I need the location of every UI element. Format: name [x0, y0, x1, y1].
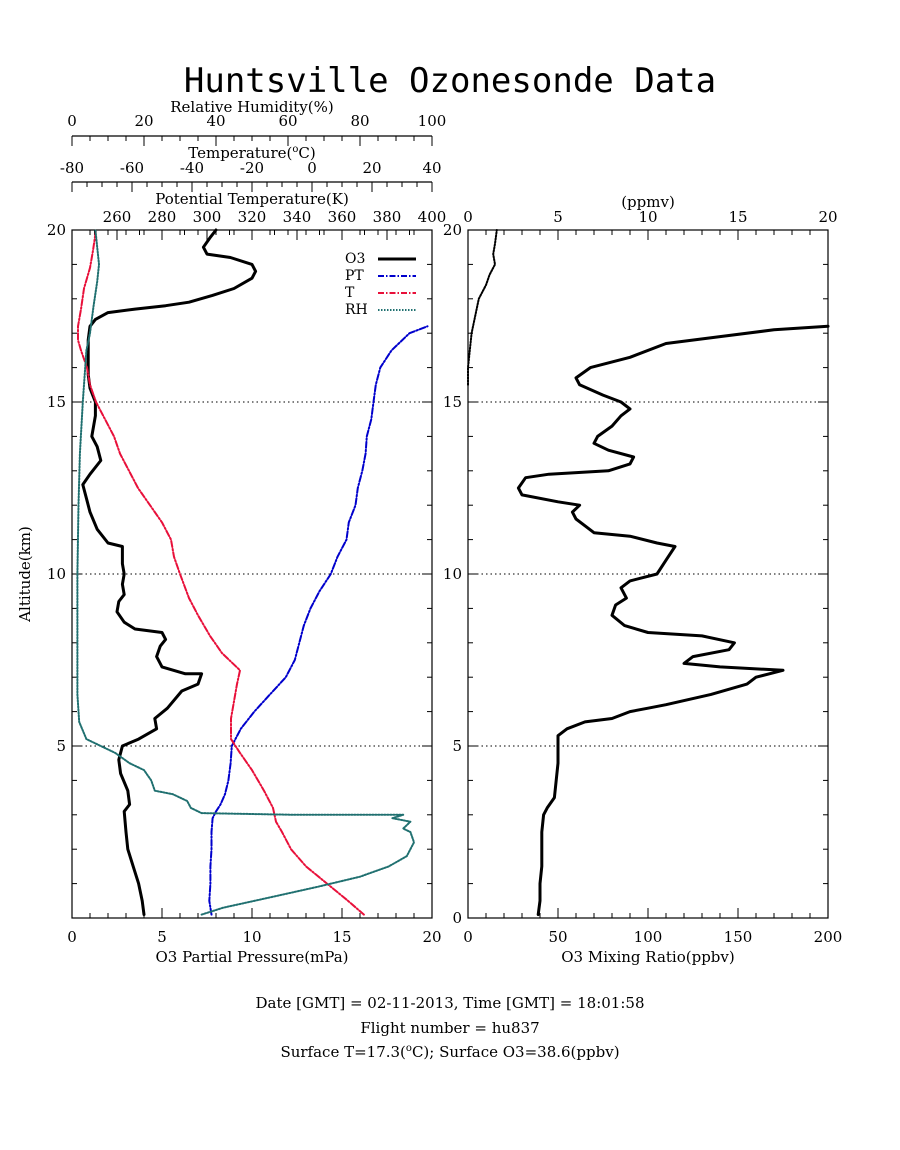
rh-axis-tick-label: 40 [206, 112, 225, 130]
t-axis-tick-label: 20 [362, 159, 381, 177]
left-x-axis-label: O3 Partial Pressure(mPa) [155, 948, 348, 966]
ppmv-axis-tick-label: 0 [463, 208, 473, 226]
left-y-axis: 5 10 15 20 [47, 221, 432, 919]
right-x-axis-tick-label: 150 [724, 928, 753, 946]
right-y-axis-tick-label: 10 [443, 565, 462, 583]
series-o3-line [81, 228, 258, 917]
rh-axis-tick-label: 100 [418, 112, 447, 130]
t-axis-tick-label: -20 [240, 159, 264, 177]
right-y-axis-tick-label: 5 [452, 737, 462, 755]
y-axis-label: Altitude(km) [16, 526, 34, 623]
right-x-axis-tick-label: 100 [634, 928, 663, 946]
left-y-axis-tick-label: 10 [47, 565, 66, 583]
right-panel: 0 5 10 15 20 0 50 100 150 200 0 5 10 15 20 (ppmv) O3… [443, 193, 842, 966]
footer-flight-number: Flight number = hu837 [360, 1019, 540, 1037]
legend-label-rh: RH [345, 302, 368, 318]
left-y-axis-tick-label: 15 [47, 393, 66, 411]
pt-axis-label: Potential Temperature(K) [155, 190, 349, 208]
t-axis-tick-label: 40 [422, 159, 441, 177]
rh-axis-tick-label: 80 [350, 112, 369, 130]
t-axis-tick-label: 0 [307, 159, 317, 177]
right-x-axis-tick-label: 200 [814, 928, 843, 946]
pt-axis-tick-label: 300 [193, 208, 222, 226]
right-x-axis-tick-label: 0 [463, 928, 473, 946]
ppmv-axis-tick-label: 5 [553, 208, 563, 226]
mixing-ratio-dotted-line [467, 229, 498, 386]
t-axis-label: Temperature(oC) [188, 144, 316, 162]
rh-axis-tick-label: 0 [67, 112, 77, 130]
t-axis-tick-label: -40 [180, 159, 204, 177]
legend-label-o3: O3 [345, 251, 365, 267]
right-series [467, 229, 830, 917]
right-x-axis: 0 50 100 150 200 [463, 230, 842, 946]
left-y-axis-tick-label: 20 [47, 221, 66, 239]
ppmv-axis-tick-label: 15 [728, 208, 747, 226]
right-gridlines [468, 401, 828, 747]
chart-title: Huntsville Ozonesonde Data [184, 61, 716, 101]
series-rh-line [76, 229, 415, 916]
left-y-axis-tick-label: 5 [56, 737, 66, 755]
left-x-axis-tick-label: 5 [157, 928, 167, 946]
left-gridlines [72, 401, 432, 747]
pt-axis-tick-label: 360 [328, 208, 357, 226]
t-axis-tick-label: -80 [60, 159, 84, 177]
right-x-axis-tick-label: 50 [548, 928, 567, 946]
t-axis-ticks: -80 -60 -40 -20 0 20 40 [60, 159, 442, 192]
right-x-axis-label: O3 Mixing Ratio(ppbv) [561, 948, 734, 966]
left-top-axes: 0 20 40 60 80 100 -80 -60 -40 -20 0 20 40 260 280 300… [60, 98, 446, 240]
left-series [76, 228, 429, 917]
legend-label-t: T [345, 285, 355, 301]
right-y-axis: 0 5 10 15 20 [443, 221, 828, 927]
right-y-axis-tick-label: 0 [452, 909, 462, 927]
pt-axis-ticks: 260 280 300 320 340 360 380 400 [71, 208, 447, 240]
ppmv-axis-tick-label: 20 [818, 208, 837, 226]
o3-mixing-ratio-line [516, 324, 830, 917]
rh-axis-tick-label: 60 [278, 112, 297, 130]
series-pt-line [208, 325, 429, 916]
left-x-axis-tick-label: 20 [422, 928, 441, 946]
pt-axis-tick-label: 340 [283, 208, 312, 226]
left-x-axis-tick-label: 10 [242, 928, 261, 946]
ppmv-axis-label: (ppmv) [621, 193, 675, 211]
footer-surface-values: Surface T=17.3(oC); Surface O3=38.6(ppbv… [280, 1043, 620, 1061]
legend-label-pt: PT [345, 268, 364, 284]
pt-axis-tick-label: 320 [238, 208, 267, 226]
ppmv-axis-ticks: 0 5 10 15 20 [463, 208, 837, 226]
pt-axis-tick-label: 380 [373, 208, 402, 226]
pt-axis-tick-label: 260 [103, 208, 132, 226]
rh-axis-tick-label: 20 [134, 112, 153, 130]
right-y-axis-tick-label: 20 [443, 221, 462, 239]
ppmv-axis-tick-label: 10 [638, 208, 657, 226]
t-axis-tick-label: -60 [120, 159, 144, 177]
rh-axis-label: Relative Humidity(%) [170, 98, 333, 116]
left-x-axis-tick-label: 15 [332, 928, 351, 946]
footer-date-time: Date [GMT] = 02-11-2013, Time [GMT] = 18… [255, 994, 645, 1012]
rh-axis-ticks: 0 20 40 60 80 100 [67, 112, 446, 146]
pt-axis-tick-label: 400 [418, 208, 447, 226]
left-x-axis: 0 5 10 15 20 [67, 230, 442, 946]
pt-axis-tick-label: 280 [148, 208, 177, 226]
right-y-axis-tick-label: 15 [443, 393, 462, 411]
left-x-axis-tick-label: 0 [67, 928, 77, 946]
series-t-line [77, 229, 365, 916]
